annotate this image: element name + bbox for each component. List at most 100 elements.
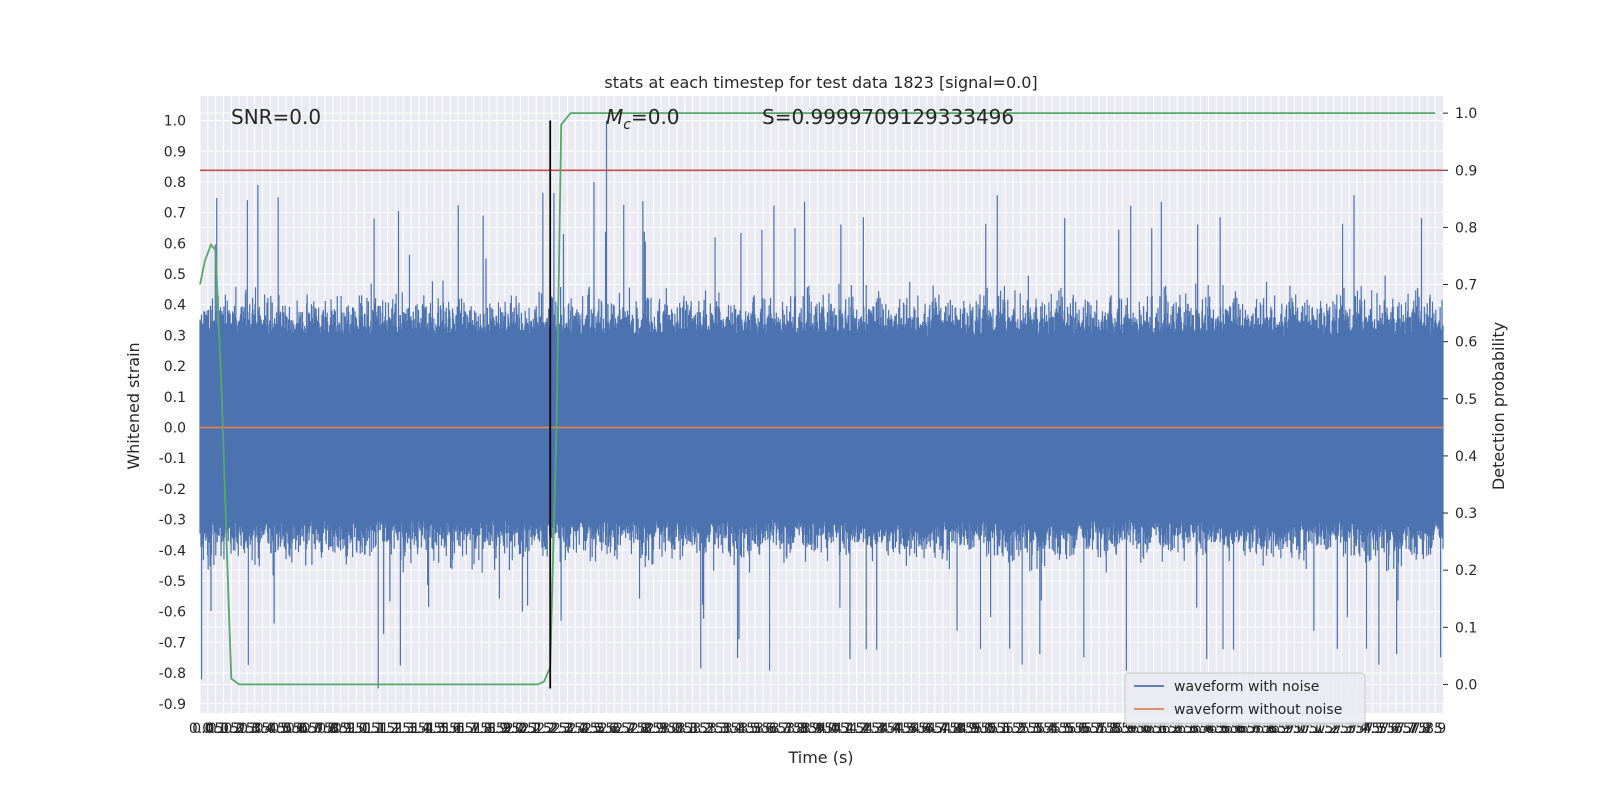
y-tick-label: -0.3: [159, 513, 186, 529]
x-tick-label: 4.75: [927, 721, 958, 737]
x-tick-label: 0.6: [283, 721, 305, 737]
x-tick-label: 5.8: [1096, 721, 1118, 737]
x-tick-label: 1.15: [364, 721, 395, 737]
x-tick-label: 3.75: [771, 721, 802, 737]
x-tick-label: 1.35: [395, 721, 426, 737]
x-tick-label: 5.1: [986, 721, 1008, 737]
detection-probability-line: [199, 112, 1436, 686]
x-tick-label: 1.9: [486, 721, 508, 737]
y-tick-label: -0.6: [159, 605, 186, 621]
x-tick-label: 7.65: [1381, 721, 1412, 737]
y2-tick-label: 0.6: [1455, 335, 1477, 351]
annotation-mc-value: =0.0: [631, 105, 680, 129]
y-axis-label: Whitened strain: [124, 342, 143, 469]
x-tick-label: 0.4: [251, 721, 273, 737]
series-lines: [199, 112, 1443, 689]
x-tick-label: 4.1: [830, 721, 852, 737]
x-tick-label: 0.25: [224, 721, 255, 737]
x-tick-label: 4.15: [833, 721, 864, 737]
y2-tick-labels: 1.0 0.9 0.8 0.7 0.6 0.5 0.4 0.3 0.2 0.1 0.0: [1443, 106, 1477, 693]
x-tick-label: 0.95: [333, 721, 364, 737]
x-tick-label: 2.95: [646, 721, 677, 737]
x-tick-label: 0.5: [267, 721, 289, 737]
x-tick-label: 4.55: [896, 721, 927, 737]
y-tick-label: 0.7: [164, 206, 186, 222]
x-tick-label: 3.5: [736, 721, 758, 737]
y2-tick-label: 0.0: [1455, 677, 1477, 693]
x-tick-label: 1.6: [439, 721, 461, 737]
y-tick-label: 0.0: [164, 421, 186, 437]
x-tick-label: 3.35: [708, 721, 739, 737]
x-tick-label: 5.65: [1068, 721, 1099, 737]
x-tick-label: 3.1: [674, 721, 696, 737]
x-tick-label: 2.5: [580, 721, 602, 737]
annotation-mc: Mc=0.0: [606, 105, 680, 133]
y-tick-label: 0.4: [164, 298, 186, 314]
x-tick-label: 5.4: [1033, 721, 1055, 737]
x-tick-label: 7.8: [1408, 721, 1430, 737]
x-tick-label: 3.2: [689, 721, 711, 737]
x-tick-label: 1.75: [458, 721, 489, 737]
x-tick-label: 1.05: [349, 721, 380, 737]
y2-tick-label: 0.7: [1455, 278, 1477, 294]
x-tick-label: 1.1: [361, 721, 383, 737]
x-tick-label: 2.3: [548, 721, 570, 737]
x-tick-label: 2.0: [502, 721, 524, 737]
x-tick-label: 4.7: [924, 721, 946, 737]
x-tick-label: 1.5: [423, 721, 445, 737]
x-tick-label: 3.65: [755, 721, 786, 737]
x-tick-label: 2.8: [627, 721, 649, 737]
y-tick-label: 0.1: [164, 390, 186, 406]
x-tick-label: 4.85: [943, 721, 974, 737]
x-tick-label: 1.95: [489, 721, 520, 737]
y-tick-label: -0.8: [159, 666, 186, 682]
x-tick-label: 7.5: [1362, 721, 1384, 737]
x-tick-label: 0.35: [239, 721, 270, 737]
x-tick-label: 4.2: [846, 721, 868, 737]
x-tick-label: 0.45: [255, 721, 286, 737]
x-tick-label: 3.9: [799, 721, 821, 737]
y-tick-label: 1.0: [164, 114, 186, 130]
x-tick-label: 3.45: [724, 721, 755, 737]
y-tick-label: -0.5: [159, 574, 186, 590]
x-tick-label: 1.65: [442, 721, 473, 737]
x-tick-label: 7.75: [1396, 721, 1427, 737]
y2-tick-label: 0.3: [1455, 506, 1477, 522]
x-tick-label: 2.65: [599, 721, 630, 737]
x-tick-label: 4.95: [958, 721, 989, 737]
x-tick-label: 1.3: [392, 721, 414, 737]
x-tick-label: 2.15: [521, 721, 552, 737]
legend: waveform with noise waveform without noi…: [1124, 672, 1366, 726]
x-tick-label: 3.8: [783, 721, 805, 737]
x-tick-label: 5.85: [1099, 721, 1130, 737]
x-tick-label: 1.85: [474, 721, 505, 737]
x-tick-label: 4.05: [818, 721, 849, 737]
x-tick-label: 0.2: [220, 721, 242, 737]
x-tick-label: 3.05: [661, 721, 692, 737]
x-tick-label: 5.55: [1052, 721, 1083, 737]
y-tick-label: -0.9: [159, 697, 186, 713]
y2-tick-label: 0.4: [1455, 449, 1477, 465]
x-tick-label: 4.9: [955, 721, 977, 737]
noise-waveform-path: [199, 120, 1444, 689]
x-tick-label: 4.3: [861, 721, 883, 737]
x-tick-label: 4.25: [849, 721, 880, 737]
x-tick-label: 5.45: [1037, 721, 1068, 737]
x-axis-label: Time (s): [787, 748, 853, 767]
x-tick-label: 1.2: [376, 721, 398, 737]
x-tick-label: 4.5: [892, 721, 914, 737]
legend-label-noise: waveform with noise: [1174, 679, 1319, 695]
y2-tick-label: 0.5: [1455, 392, 1477, 408]
x-tick-label: 4.45: [880, 721, 911, 737]
x-tick-label: 5.05: [974, 721, 1005, 737]
annotation-mc-symbol: M: [606, 105, 623, 129]
x-tick-label: 0.85: [317, 721, 348, 737]
x-tick-label: 5.3: [1018, 721, 1040, 737]
x-tick-label: 1.45: [411, 721, 442, 737]
x-tick-label: 7.55: [1365, 721, 1396, 737]
y2-tick-label: 0.1: [1455, 620, 1477, 636]
y2-tick-label: 0.8: [1455, 220, 1477, 236]
x-tick-label: 2.75: [614, 721, 645, 737]
x-tick-label: 3.55: [739, 721, 770, 737]
